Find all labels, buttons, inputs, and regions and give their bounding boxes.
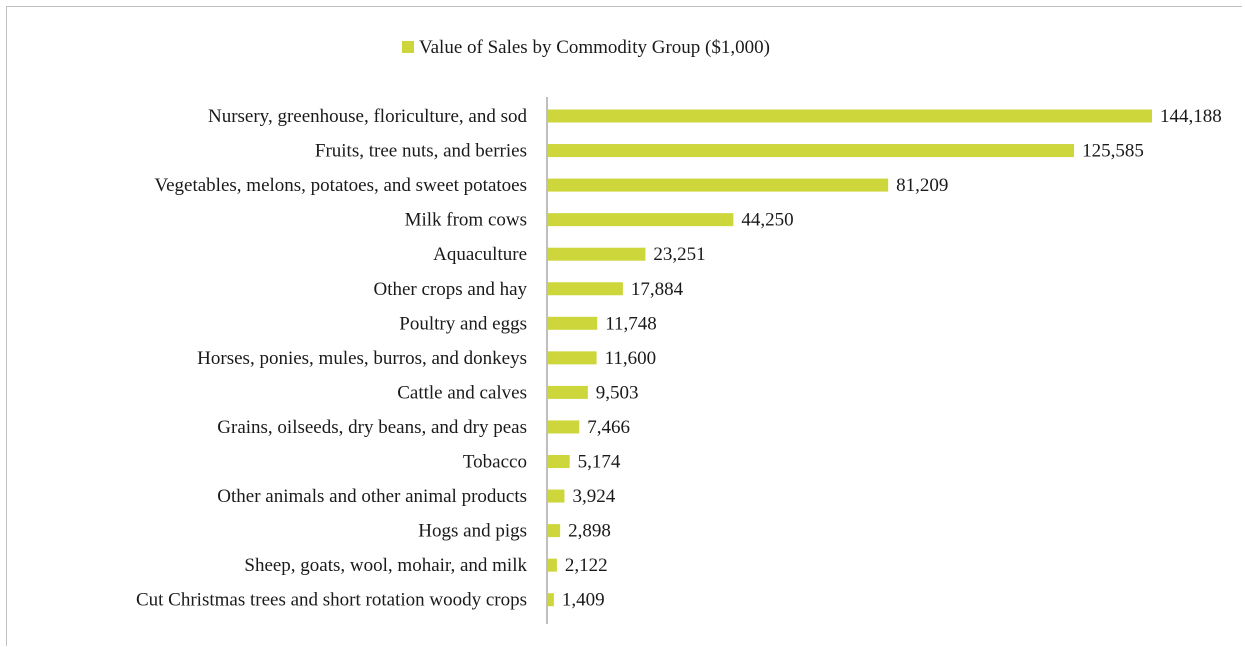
bar: [548, 213, 734, 227]
value-labels: 144,188 125,585 81,209 44,250 23,251 17,884 11…: [562, 106, 1222, 611]
category-label: Other animals and other animal products: [217, 486, 527, 507]
data-label: 17,884: [631, 279, 684, 300]
category-label: Cattle and calves: [397, 382, 527, 403]
data-label: 11,600: [605, 348, 657, 369]
bar: [548, 247, 646, 261]
data-label: 11,748: [605, 313, 657, 334]
category-label: Nursery, greenhouse, floriculture, and s…: [208, 106, 528, 127]
data-label: 9,503: [596, 382, 639, 403]
legend: Value of Sales by Commodity Group ($1,00…: [402, 37, 770, 58]
category-label: Tobacco: [463, 452, 527, 473]
data-label: 3,924: [572, 486, 615, 507]
category-label: Fruits, tree nuts, and berries: [315, 141, 527, 162]
category-label: Poultry and eggs: [399, 313, 527, 334]
bar: [548, 385, 588, 399]
data-label: 44,250: [741, 210, 793, 231]
chart-frame: [6, 6, 1242, 646]
data-label: 2,898: [568, 521, 611, 542]
category-label: Cut Christmas trees and short rotation w…: [136, 590, 527, 611]
data-label: 144,188: [1160, 106, 1222, 127]
bar: [548, 420, 580, 434]
bars: [548, 109, 1152, 607]
bar: [548, 109, 1152, 123]
data-label: 81,209: [896, 175, 948, 196]
data-label: 7,466: [587, 417, 630, 438]
bar: [548, 593, 554, 607]
bar: [548, 144, 1075, 158]
category-label: Vegetables, melons, potatoes, and sweet …: [154, 175, 527, 196]
category-label: Hogs and pigs: [418, 521, 527, 542]
data-label: 125,585: [1082, 141, 1144, 162]
data-label: 1,409: [562, 590, 605, 611]
bar: [548, 282, 623, 296]
bar: [548, 316, 598, 330]
bar: [548, 351, 597, 365]
category-label: Aquaculture: [433, 244, 527, 265]
category-label: Other crops and hay: [373, 279, 527, 300]
category-labels: Nursery, greenhouse, floriculture, and s…: [136, 106, 528, 611]
bar: [548, 524, 561, 538]
category-label: Grains, oilseeds, dry beans, and dry pea…: [217, 417, 527, 438]
category-label: Milk from cows: [405, 210, 527, 231]
bar: [548, 178, 889, 192]
bar: [548, 489, 565, 503]
category-label: Sheep, goats, wool, mohair, and milk: [244, 555, 527, 576]
data-label: 23,251: [653, 244, 705, 265]
category-label: Horses, ponies, mules, burros, and donke…: [197, 348, 527, 369]
bar: [548, 455, 570, 468]
legend-label: Value of Sales by Commodity Group ($1,00…: [419, 37, 770, 58]
data-label: 2,122: [565, 555, 608, 576]
legend-swatch: [402, 41, 414, 53]
bar: [548, 558, 557, 572]
data-label: 5,174: [578, 452, 621, 473]
